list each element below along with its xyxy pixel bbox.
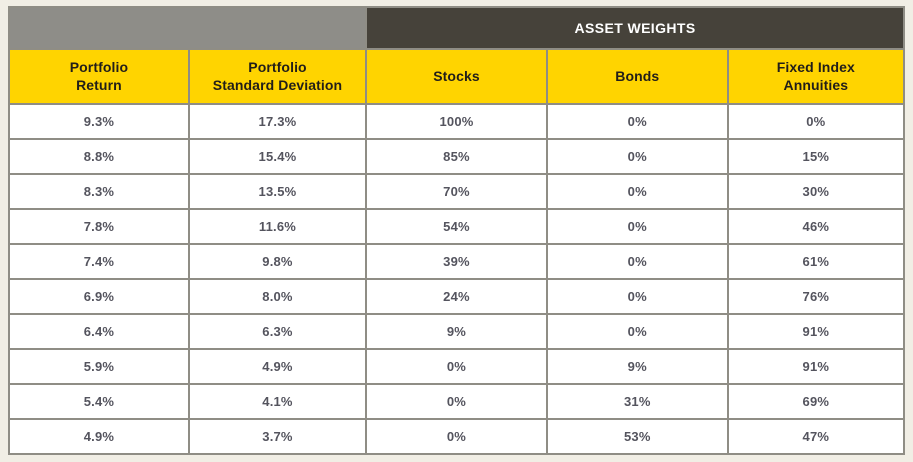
column-header-fixed-index-annuities: Fixed Index Annuities bbox=[726, 48, 906, 105]
column-header-portfolio-standard-deviation: Portfolio Standard Deviation bbox=[187, 48, 368, 105]
column-header-stocks: Stocks bbox=[365, 48, 548, 105]
cell-stocks: 0% bbox=[365, 348, 548, 385]
cell-stocks: 100% bbox=[365, 103, 548, 140]
table-row: 6.9% 8.0% 24% 0% 76% bbox=[8, 278, 906, 315]
table-row: 5.4% 4.1% 0% 31% 69% bbox=[8, 383, 906, 420]
table-row: 8.8% 15.4% 85% 0% 15% bbox=[8, 138, 906, 175]
cell-portfolio-return: 4.9% bbox=[8, 418, 190, 455]
cell-bonds: 0% bbox=[545, 313, 729, 350]
cell-fixed-index-annuities: 76% bbox=[726, 278, 906, 315]
cell-fixed-index-annuities: 30% bbox=[726, 173, 906, 210]
cell-stocks: 0% bbox=[365, 383, 548, 420]
cell-bonds: 0% bbox=[545, 138, 729, 175]
cell-stocks: 9% bbox=[365, 313, 548, 350]
cell-portfolio-standard-deviation: 9.8% bbox=[187, 243, 368, 280]
cell-portfolio-standard-deviation: 3.7% bbox=[187, 418, 368, 455]
cell-portfolio-return: 8.3% bbox=[8, 173, 190, 210]
cell-bonds: 0% bbox=[545, 208, 729, 245]
cell-bonds: 31% bbox=[545, 383, 729, 420]
cell-stocks: 0% bbox=[365, 418, 548, 455]
cell-fixed-index-annuities: 0% bbox=[726, 103, 906, 140]
cell-portfolio-return: 8.8% bbox=[8, 138, 190, 175]
cell-portfolio-return: 6.9% bbox=[8, 278, 190, 315]
cell-fixed-index-annuities: 91% bbox=[726, 313, 906, 350]
cell-stocks: 70% bbox=[365, 173, 548, 210]
cell-bonds: 0% bbox=[545, 278, 729, 315]
table-row: 7.8% 11.6% 54% 0% 46% bbox=[8, 208, 906, 245]
table-row: 8.3% 13.5% 70% 0% 30% bbox=[8, 173, 906, 210]
asset-weights-header: ASSET WEIGHTS bbox=[365, 6, 905, 50]
table-row: 6.4% 6.3% 9% 0% 91% bbox=[8, 313, 906, 350]
cell-portfolio-standard-deviation: 17.3% bbox=[187, 103, 368, 140]
cell-portfolio-standard-deviation: 4.1% bbox=[187, 383, 368, 420]
table-row: 7.4% 9.8% 39% 0% 61% bbox=[8, 243, 906, 280]
column-header-bonds: Bonds bbox=[545, 48, 729, 105]
cell-bonds: 9% bbox=[545, 348, 729, 385]
cell-portfolio-standard-deviation: 13.5% bbox=[187, 173, 368, 210]
cell-portfolio-return: 9.3% bbox=[8, 103, 190, 140]
table-row: 9.3% 17.3% 100% 0% 0% bbox=[8, 103, 906, 140]
cell-portfolio-standard-deviation: 11.6% bbox=[187, 208, 368, 245]
cell-bonds: 0% bbox=[545, 243, 729, 280]
cell-portfolio-standard-deviation: 8.0% bbox=[187, 278, 368, 315]
top-header-row: ASSET WEIGHTS bbox=[7, 6, 905, 50]
cell-portfolio-return: 7.4% bbox=[8, 243, 190, 280]
cell-fixed-index-annuities: 47% bbox=[726, 418, 906, 455]
cell-fixed-index-annuities: 46% bbox=[726, 208, 906, 245]
cell-bonds: 0% bbox=[545, 173, 729, 210]
cell-portfolio-return: 7.8% bbox=[8, 208, 190, 245]
cell-portfolio-standard-deviation: 6.3% bbox=[187, 313, 368, 350]
cell-bonds: 0% bbox=[545, 103, 729, 140]
cell-fixed-index-annuities: 15% bbox=[726, 138, 906, 175]
cell-fixed-index-annuities: 61% bbox=[726, 243, 906, 280]
column-header-row: Portfolio Return Portfolio Standard Devi… bbox=[8, 48, 906, 105]
cell-stocks: 54% bbox=[365, 208, 548, 245]
table-row: 5.9% 4.9% 0% 9% 91% bbox=[8, 348, 906, 385]
cell-portfolio-return: 5.9% bbox=[8, 348, 190, 385]
cell-portfolio-return: 5.4% bbox=[8, 383, 190, 420]
cell-bonds: 53% bbox=[545, 418, 729, 455]
cell-stocks: 39% bbox=[365, 243, 548, 280]
top-header-spacer bbox=[7, 6, 368, 50]
cell-fixed-index-annuities: 69% bbox=[726, 383, 906, 420]
cell-stocks: 24% bbox=[365, 278, 548, 315]
cell-fixed-index-annuities: 91% bbox=[726, 348, 906, 385]
asset-weights-table: ASSET WEIGHTS Portfolio Return Portfolio… bbox=[7, 6, 906, 455]
cell-portfolio-standard-deviation: 15.4% bbox=[187, 138, 368, 175]
cell-stocks: 85% bbox=[365, 138, 548, 175]
cell-portfolio-return: 6.4% bbox=[8, 313, 190, 350]
table-row: 4.9% 3.7% 0% 53% 47% bbox=[8, 418, 906, 455]
column-header-portfolio-return: Portfolio Return bbox=[8, 48, 190, 105]
cell-portfolio-standard-deviation: 4.9% bbox=[187, 348, 368, 385]
